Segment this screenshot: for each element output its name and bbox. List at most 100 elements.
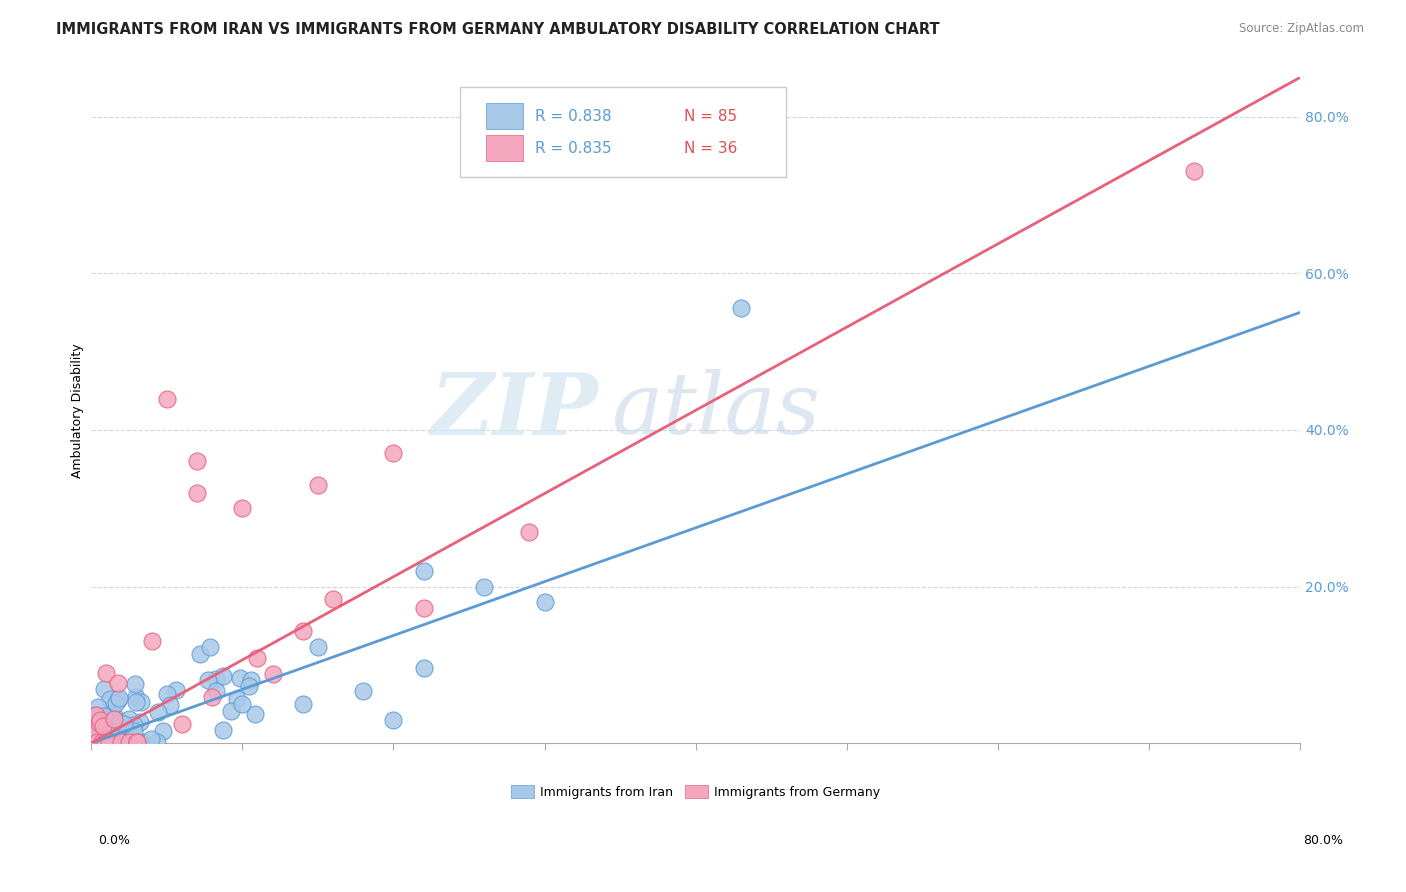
Point [84, 734, 107, 748]
Point [382, 713, 405, 727]
Point [97, 735, 120, 749]
Point [84, 707, 107, 722]
Point [1182, 164, 1205, 178]
Point [89, 713, 111, 727]
Text: R = 0.838: R = 0.838 [534, 109, 612, 124]
Point [103, 712, 125, 726]
Point [91, 731, 114, 746]
Point [225, 691, 247, 706]
Point [105, 735, 128, 749]
Text: N = 36: N = 36 [683, 141, 737, 155]
Point [105, 696, 128, 710]
Text: N = 85: N = 85 [683, 109, 737, 124]
Point [238, 679, 260, 693]
Point [115, 735, 138, 749]
Text: atlas: atlas [612, 369, 820, 451]
Point [186, 485, 208, 500]
Point [146, 735, 169, 749]
Point [148, 705, 170, 719]
Point [533, 595, 555, 609]
Point [412, 661, 434, 675]
Point [231, 501, 253, 516]
Point [110, 735, 132, 749]
Point [412, 564, 434, 578]
Point [231, 697, 253, 711]
Point [352, 684, 374, 698]
Point [730, 301, 752, 316]
Point [100, 735, 122, 749]
Point [198, 640, 221, 654]
Point [152, 723, 174, 738]
Legend: Immigrants from Iran, Immigrants from Germany: Immigrants from Iran, Immigrants from Ge… [506, 780, 886, 804]
Point [83, 708, 105, 723]
Point [382, 446, 405, 460]
Point [219, 704, 242, 718]
Point [83, 725, 105, 739]
Point [128, 735, 150, 749]
Point [84, 726, 107, 740]
Point [124, 718, 146, 732]
Point [307, 640, 329, 654]
Point [110, 735, 132, 749]
Point [240, 673, 263, 687]
Point [90, 735, 112, 749]
Point [100, 735, 122, 749]
Point [246, 651, 269, 665]
Bar [486, 103, 523, 128]
Point [122, 724, 145, 739]
Point [291, 697, 314, 711]
Point [141, 634, 163, 648]
Text: IMMIGRANTS FROM IRAN VS IMMIGRANTS FROM GERMANY AMBULATORY DISABILITY CORRELATIO: IMMIGRANTS FROM IRAN VS IMMIGRANTS FROM … [56, 22, 939, 37]
Point [108, 735, 131, 749]
Point [125, 695, 148, 709]
Point [139, 731, 162, 746]
Point [90, 735, 112, 749]
Point [98, 692, 121, 706]
Point [117, 726, 139, 740]
Point [412, 601, 434, 615]
Point [104, 711, 127, 725]
Point [108, 691, 131, 706]
Point [94, 735, 117, 749]
Point [211, 723, 233, 737]
Point [86, 735, 108, 749]
Point [124, 677, 146, 691]
Point [118, 713, 141, 727]
Point [125, 735, 148, 749]
Point [98, 735, 121, 749]
Point [90, 735, 112, 749]
Point [205, 673, 228, 687]
Point [186, 454, 208, 468]
Point [107, 675, 129, 690]
Point [245, 707, 267, 722]
Point [156, 392, 179, 406]
Point [322, 591, 344, 606]
Point [291, 624, 314, 638]
Text: Source: ZipAtlas.com: Source: ZipAtlas.com [1239, 22, 1364, 36]
Point [93, 682, 115, 697]
Point [201, 690, 224, 705]
Text: 0.0%: 0.0% [98, 834, 131, 847]
Bar [486, 136, 523, 161]
Point [472, 580, 495, 594]
Point [101, 735, 124, 749]
Point [165, 682, 187, 697]
FancyBboxPatch shape [460, 87, 786, 178]
Text: ZIP: ZIP [432, 368, 599, 452]
Point [87, 722, 110, 736]
Point [307, 477, 329, 491]
Point [115, 735, 138, 749]
Text: 80.0%: 80.0% [1303, 834, 1343, 847]
Point [94, 735, 117, 749]
Point [159, 698, 181, 713]
Point [125, 735, 148, 749]
Point [87, 716, 110, 731]
Point [101, 724, 124, 739]
Point [188, 647, 211, 661]
Point [128, 735, 150, 749]
Point [170, 716, 193, 731]
Point [131, 735, 153, 749]
Point [262, 667, 284, 681]
Y-axis label: Ambulatory Disability: Ambulatory Disability [72, 343, 84, 477]
Point [229, 671, 252, 685]
